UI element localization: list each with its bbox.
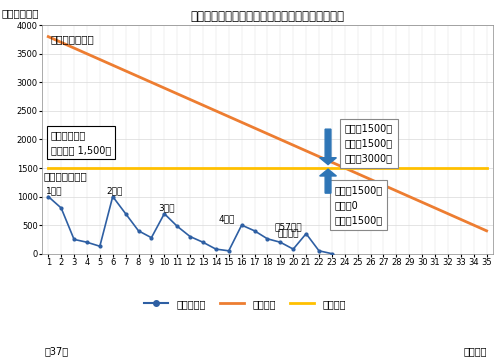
Text: 解体工事: 解体工事: [278, 229, 299, 238]
Text: 1回目: 1回目: [46, 186, 62, 195]
FancyArrow shape: [320, 169, 336, 193]
FancyArrow shape: [320, 129, 336, 165]
Text: 土地：1500万
建物：1500万
資産：3000万: 土地：1500万 建物：1500万 資産：3000万: [345, 124, 393, 163]
Text: 【工事金額】: 【工事金額】: [1, 8, 38, 18]
Text: 3回目: 3回目: [158, 203, 174, 212]
Text: 自己所有土地
６０嵪　 1,500万: 自己所有土地 ６０嵪 1,500万: [51, 130, 111, 155]
Text: 土地：1500万
建物：0
資産：1500万: 土地：1500万 建物：0 資産：1500万: [334, 185, 382, 225]
Text: 【年数】: 【年数】: [464, 346, 487, 356]
Text: リフォーム工事: リフォーム工事: [43, 171, 87, 182]
Text: 4回目: 4回目: [218, 215, 235, 224]
Text: 新築に建て替え: 新築に建て替え: [51, 34, 94, 44]
Text: 第57年目: 第57年目: [274, 222, 302, 231]
Title: 【リフォーム工事と建替新築工事の資産比較表】: 【リフォーム工事と建替新築工事の資産比較表】: [190, 10, 344, 23]
Text: 2回目: 2回目: [106, 186, 122, 195]
Legend: リフォーム, 新筋建設, 土地資産: リフォーム, 新筋建設, 土地資産: [140, 295, 350, 313]
Text: 第37年: 第37年: [45, 346, 69, 356]
